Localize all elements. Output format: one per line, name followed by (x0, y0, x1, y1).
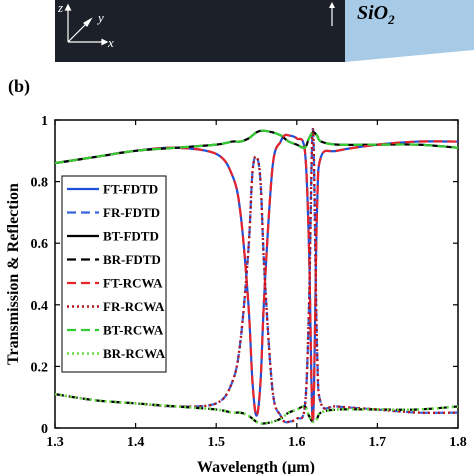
legend-item-bt-rcwa: BT-RCWA (67, 323, 164, 338)
y-axis: 0 0.2 0.4 0.6 0.8 1 (31, 114, 458, 437)
substrate-face (345, 0, 474, 62)
substrate-label: SiO2 (357, 2, 395, 27)
y-tick-label: 0.8 (31, 176, 49, 191)
legend-label: FR-FDTD (103, 205, 160, 220)
x-tick-label: 1.6 (288, 435, 306, 450)
y-tick-label: 0.6 (31, 237, 49, 252)
legend-label: FT-RCWA (103, 276, 163, 291)
legend-item-fr-rcwa: FR-RCWA (67, 299, 165, 314)
x-tick-label: 1.7 (369, 435, 387, 450)
legend: FT-FDTD FR-FDTD BT-FDTD BR-FDTD FT-RCWA FR-RC… (61, 175, 167, 373)
legend-box (61, 175, 167, 373)
legend-item-bt-fdtd: BT-FDTD (67, 229, 159, 244)
legend-item-ft-fdtd: FT-FDTD (67, 182, 158, 197)
x-axis-title: Wavelength (μm) (197, 459, 315, 474)
axis-y-label: y (96, 10, 104, 25)
y-axis-title: Transmission & Reflection (5, 183, 22, 365)
y-tick-label: 0 (41, 422, 48, 437)
series-ft-rcwa (55, 133, 458, 423)
structure-panel: SiO2 z y x (55, 0, 474, 62)
legend-label: BT-FDTD (103, 229, 159, 244)
x-tick-label: 1.5 (207, 435, 225, 450)
legend-label: FR-RCWA (103, 299, 165, 314)
structure-block (55, 0, 345, 62)
axis-z-label: z (57, 0, 63, 15)
series-bt-fdtd (55, 129, 458, 165)
legend-label: BR-RCWA (103, 346, 166, 361)
legend-item-fr-fdtd: FR-FDTD (67, 205, 160, 220)
chart: 1.3 1.4 1.5 1.6 1.7 1.8 0 0.2 0.4 0.6 0.8 1 Wavele… (5, 114, 467, 474)
plot-frame (54, 119, 459, 429)
legend-item-ft-rcwa: FT-RCWA (67, 276, 163, 291)
x-tick-label: 1.3 (46, 435, 64, 450)
legend-item-br-fdtd: BR-FDTD (67, 252, 161, 267)
legend-label: BR-FDTD (103, 252, 161, 267)
incident-arrowhead (329, 2, 335, 8)
y-tick-label: 1 (41, 114, 48, 129)
series-bt-rcwa (55, 129, 458, 165)
series-br-rcwa (55, 392, 458, 425)
y-tick-label: 0.4 (31, 299, 49, 314)
axis-x-label: x (107, 35, 114, 50)
panel-label: (b) (8, 76, 30, 97)
y-tick-label: 0.2 (31, 360, 49, 375)
series-curves (55, 128, 458, 425)
x-tick-label: 1.4 (127, 435, 145, 450)
x-axis: 1.3 1.4 1.5 1.6 1.7 1.8 (46, 120, 467, 450)
legend-label: BT-RCWA (103, 323, 164, 338)
legend-item-br-rcwa: BR-RCWA (67, 346, 166, 361)
legend-label: FT-FDTD (103, 182, 158, 197)
x-tick-label: 1.8 (449, 435, 467, 450)
coordinate-triad (64, 3, 109, 46)
series-fr-fdtd (55, 128, 458, 424)
